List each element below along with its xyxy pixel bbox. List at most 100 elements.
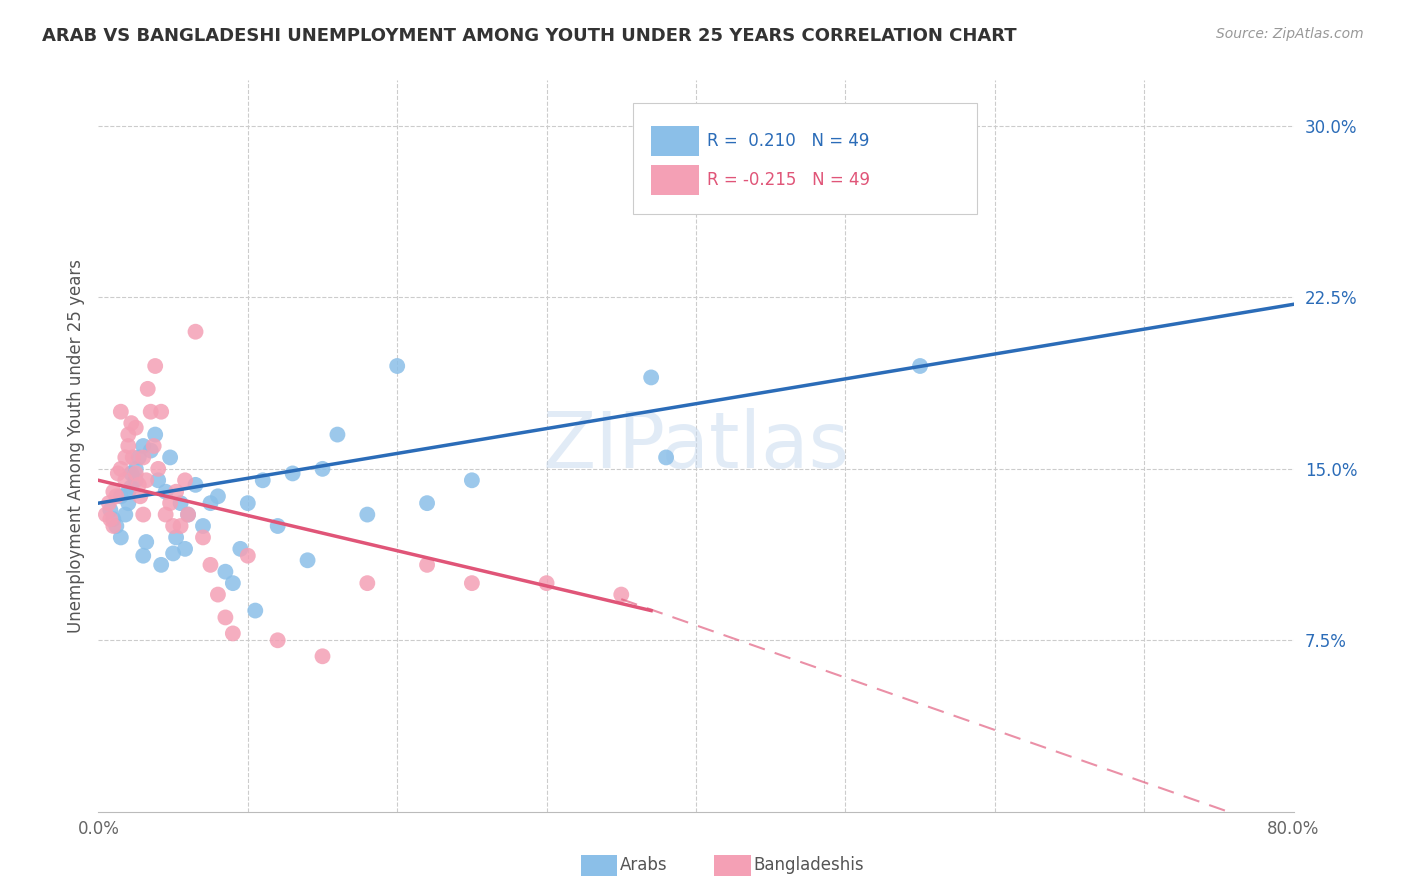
Point xyxy=(135,535,157,549)
Point xyxy=(143,427,166,442)
Text: ARAB VS BANGLADESHI UNEMPLOYMENT AMONG YOUTH UNDER 25 YEARS CORRELATION CHART: ARAB VS BANGLADESHI UNEMPLOYMENT AMONG Y… xyxy=(42,27,1017,45)
Point xyxy=(640,370,662,384)
Point xyxy=(103,484,125,499)
Point xyxy=(159,450,181,465)
Point xyxy=(236,496,259,510)
Point xyxy=(97,496,120,510)
Point xyxy=(98,503,122,517)
Point xyxy=(416,558,439,572)
Point xyxy=(908,359,931,373)
Point xyxy=(136,382,159,396)
Point xyxy=(281,467,304,481)
Point xyxy=(105,519,128,533)
Point xyxy=(191,519,214,533)
Point xyxy=(148,462,170,476)
Point xyxy=(120,467,142,481)
Point xyxy=(162,519,184,533)
Point xyxy=(461,473,484,487)
Point xyxy=(150,405,173,419)
Point xyxy=(267,519,290,533)
Point xyxy=(655,450,678,465)
Point xyxy=(128,478,150,492)
Point xyxy=(125,421,148,435)
Point xyxy=(610,588,633,602)
Point xyxy=(120,480,142,494)
Point xyxy=(311,462,333,476)
Point xyxy=(165,530,187,544)
Point xyxy=(236,549,259,563)
Point xyxy=(132,439,155,453)
Text: R =  0.210   N = 49: R = 0.210 N = 49 xyxy=(707,132,869,150)
Point xyxy=(105,489,128,503)
Point xyxy=(155,484,177,499)
Point xyxy=(297,553,319,567)
Point xyxy=(311,649,333,664)
Point xyxy=(184,478,207,492)
Point xyxy=(143,359,166,373)
Point xyxy=(129,489,152,503)
Point xyxy=(222,576,245,591)
Point xyxy=(200,496,222,510)
Point xyxy=(536,576,558,591)
Point xyxy=(125,473,148,487)
Point xyxy=(148,473,170,487)
Point xyxy=(117,496,139,510)
Point xyxy=(162,546,184,560)
Point xyxy=(125,462,148,476)
Text: ZIPatlas: ZIPatlas xyxy=(543,408,849,484)
Point xyxy=(132,450,155,465)
Point xyxy=(107,467,129,481)
Point xyxy=(110,489,132,503)
Point xyxy=(169,496,191,510)
Point xyxy=(229,541,252,556)
Point xyxy=(142,439,165,453)
Point xyxy=(184,325,207,339)
Point xyxy=(117,484,139,499)
Point xyxy=(155,508,177,522)
Text: Bangladeshis: Bangladeshis xyxy=(754,856,865,874)
Point xyxy=(114,508,136,522)
Point xyxy=(174,473,197,487)
Point xyxy=(103,519,125,533)
Point xyxy=(110,462,132,476)
Point xyxy=(165,484,187,499)
Point xyxy=(110,405,132,419)
Point xyxy=(191,530,214,544)
Text: Arabs: Arabs xyxy=(620,856,668,874)
Text: Source: ZipAtlas.com: Source: ZipAtlas.com xyxy=(1216,27,1364,41)
Point xyxy=(252,473,274,487)
Point xyxy=(461,576,484,591)
Point xyxy=(139,443,162,458)
Point xyxy=(120,416,142,430)
Point xyxy=(177,508,200,522)
Text: R = -0.215   N = 49: R = -0.215 N = 49 xyxy=(707,171,870,189)
Point xyxy=(200,558,222,572)
Point xyxy=(139,405,162,419)
Point xyxy=(177,508,200,522)
Point xyxy=(110,530,132,544)
Point xyxy=(356,576,378,591)
Point xyxy=(132,508,155,522)
Point xyxy=(207,588,229,602)
Point xyxy=(214,610,236,624)
Point xyxy=(245,604,267,618)
Point xyxy=(135,473,157,487)
Point xyxy=(356,508,378,522)
Point xyxy=(214,565,236,579)
Point xyxy=(169,519,191,533)
Point xyxy=(103,512,125,526)
Point xyxy=(159,496,181,510)
Point xyxy=(416,496,439,510)
Point xyxy=(150,558,173,572)
Point xyxy=(326,427,349,442)
Point xyxy=(222,626,245,640)
Point xyxy=(117,427,139,442)
Point xyxy=(114,450,136,465)
Point xyxy=(174,541,197,556)
Point xyxy=(128,450,150,465)
Point xyxy=(94,508,117,522)
Point xyxy=(385,359,409,373)
Point xyxy=(207,489,229,503)
Point xyxy=(121,450,143,465)
Point xyxy=(125,467,148,481)
